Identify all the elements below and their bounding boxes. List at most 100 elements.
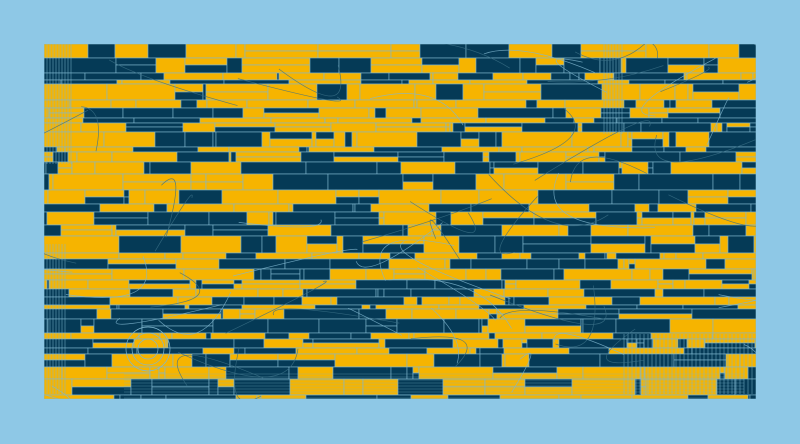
mosaic-tile xyxy=(87,44,116,59)
mosaic-tile xyxy=(44,146,58,153)
mosaic-tile xyxy=(277,353,336,361)
mosaic-tile xyxy=(647,167,654,175)
curve-line xyxy=(652,44,658,59)
mosaic-tile xyxy=(501,353,506,368)
mosaic-tile xyxy=(390,44,421,52)
mosaic-tile xyxy=(80,325,95,334)
mosaic-tile xyxy=(563,268,633,281)
curve-line xyxy=(534,120,651,181)
mosaic-tile xyxy=(521,122,579,133)
mosaic-tile xyxy=(182,122,216,133)
mosaic-tile xyxy=(693,211,706,219)
mosaic-tile xyxy=(690,211,695,226)
mosaic-tile xyxy=(418,366,494,380)
mosaic-tile xyxy=(370,332,410,340)
mosaic-tile xyxy=(316,83,348,101)
mosaic-tile xyxy=(565,151,600,158)
mosaic-tile xyxy=(390,50,421,59)
mosaic-tile xyxy=(485,268,502,281)
mosaic-tile xyxy=(312,342,380,349)
mosaic-tile xyxy=(675,252,704,260)
mosaic-tile xyxy=(470,203,530,213)
curve-line xyxy=(606,328,644,364)
mosaic-tile xyxy=(727,235,755,254)
mosaic-tile xyxy=(360,79,403,85)
mosaic-tile xyxy=(738,83,756,101)
curve-line xyxy=(65,256,148,298)
mosaic-tile xyxy=(727,189,756,198)
mosaic-tile xyxy=(712,318,756,334)
mosaic-tile xyxy=(306,235,338,245)
curve-line xyxy=(115,304,222,325)
mosaic-tile xyxy=(354,203,372,213)
mosaic-tile xyxy=(299,279,357,285)
mosaic-tile xyxy=(151,386,210,396)
curve-line xyxy=(547,65,664,83)
mosaic-tile xyxy=(172,288,197,298)
mosaic-tile xyxy=(403,296,418,306)
mosaic-tile xyxy=(393,268,426,275)
mosaic-tile xyxy=(269,131,313,140)
mosaic-tile xyxy=(99,203,155,213)
mosaic-tile xyxy=(115,229,186,237)
mosaic-tile xyxy=(519,252,532,260)
mosaic-tile xyxy=(649,268,664,281)
mosaic-tile xyxy=(111,268,185,281)
mosaic-tile xyxy=(475,57,521,74)
mosaic-tile xyxy=(129,288,174,298)
mosaic-tile xyxy=(558,224,569,237)
mosaic-tile xyxy=(246,211,270,226)
mosaic-tile xyxy=(662,131,670,148)
mosaic-tile xyxy=(533,217,597,226)
mosaic-tile xyxy=(389,252,416,260)
mosaic-tile xyxy=(661,117,699,124)
mosaic-tile xyxy=(202,347,235,355)
mosaic-tile xyxy=(47,189,86,205)
mosaic-tile xyxy=(565,107,602,119)
mosaic-tile xyxy=(623,258,630,270)
mosaic-tile xyxy=(705,258,726,270)
mosaic-tile xyxy=(694,235,721,245)
mosaic-tile xyxy=(87,279,130,290)
mosaic-tile xyxy=(483,83,542,93)
mosaic-tile xyxy=(233,338,265,349)
mosaic-tile xyxy=(421,64,460,74)
mosaic-tile xyxy=(122,107,174,119)
mosaic-tile xyxy=(645,378,718,396)
mosaic-tile xyxy=(563,57,601,74)
mosaic-tile xyxy=(414,252,478,260)
mosaic-tile xyxy=(600,107,631,114)
mosaic-tile xyxy=(337,117,413,124)
curve-line xyxy=(553,333,625,355)
mosaic-tile xyxy=(84,353,113,368)
mosaic-tile xyxy=(580,50,647,59)
mosaic-tile xyxy=(368,107,376,119)
mosaic-tile xyxy=(48,107,85,114)
mosaic-tile xyxy=(650,332,714,340)
mosaic-tile xyxy=(255,252,313,260)
mosaic-tile xyxy=(128,283,191,290)
mosaic-tile xyxy=(115,57,157,66)
mosaic-tile xyxy=(144,189,180,205)
mosaic-tile xyxy=(577,122,583,128)
mosaic-tile xyxy=(672,211,692,219)
curve-line xyxy=(233,248,358,277)
mosaic-tile xyxy=(233,203,290,213)
curve-line xyxy=(743,344,756,354)
mosaic-tile xyxy=(375,122,447,128)
mosaic-tile xyxy=(492,72,524,81)
mosaic-tile xyxy=(44,151,54,158)
curve-line xyxy=(348,308,403,336)
artwork-frame xyxy=(44,44,756,399)
mosaic-tile xyxy=(302,342,314,349)
mosaic-tile xyxy=(565,181,615,191)
mosaic-tile xyxy=(420,107,479,119)
mosaic-tile xyxy=(184,57,228,66)
mosaic-tile xyxy=(244,347,297,355)
mosaic-tile xyxy=(184,224,214,237)
mosaic-tile xyxy=(336,296,405,306)
mosaic-tile xyxy=(302,288,308,298)
mosaic-tile xyxy=(167,338,235,349)
mosaic-tile xyxy=(585,304,638,310)
mosaic-tile xyxy=(244,50,319,59)
